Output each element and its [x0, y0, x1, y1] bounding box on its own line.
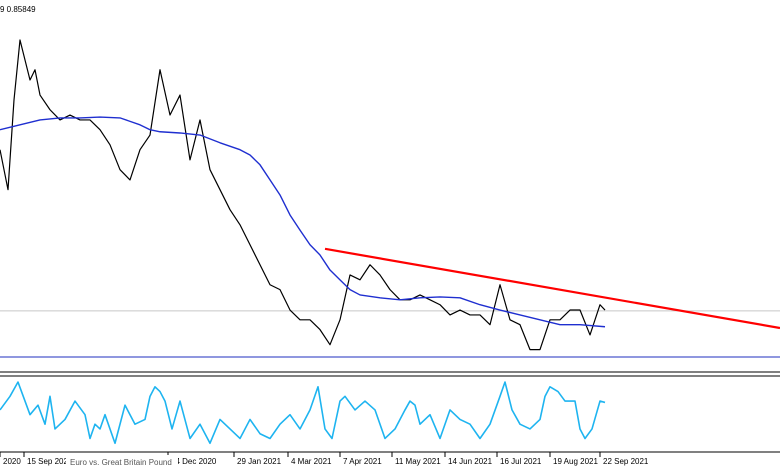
symbol-box [66, 455, 178, 470]
x-tick-label: 19 Aug 2021 [553, 457, 598, 466]
symbol-label: Euro vs. Great Britain Pound [70, 458, 172, 467]
x-tick-label: 7 Apr 2021 [343, 457, 382, 466]
x-tick-label: 15 Sep 2020 [27, 457, 73, 466]
series-line [0, 116, 606, 328]
x-tick-label: 24 Dec 2020 [171, 457, 217, 466]
x-tick-label: 14 Jun 2021 [448, 457, 493, 466]
series-line [324, 247, 780, 330]
x-tick-label: 2020 [3, 457, 21, 466]
series-line [0, 381, 606, 445]
price-info: 9 0.85849 [0, 5, 36, 14]
x-tick-label: 16 Jul 2021 [500, 457, 542, 466]
x-tick-label: 22 Sep 2021 [603, 457, 649, 466]
x-tick-label: 11 May 2021 [395, 457, 441, 466]
x-tick-label: 29 Jan 2021 [237, 457, 282, 466]
x-tick-label: 4 Mar 2021 [291, 457, 332, 466]
